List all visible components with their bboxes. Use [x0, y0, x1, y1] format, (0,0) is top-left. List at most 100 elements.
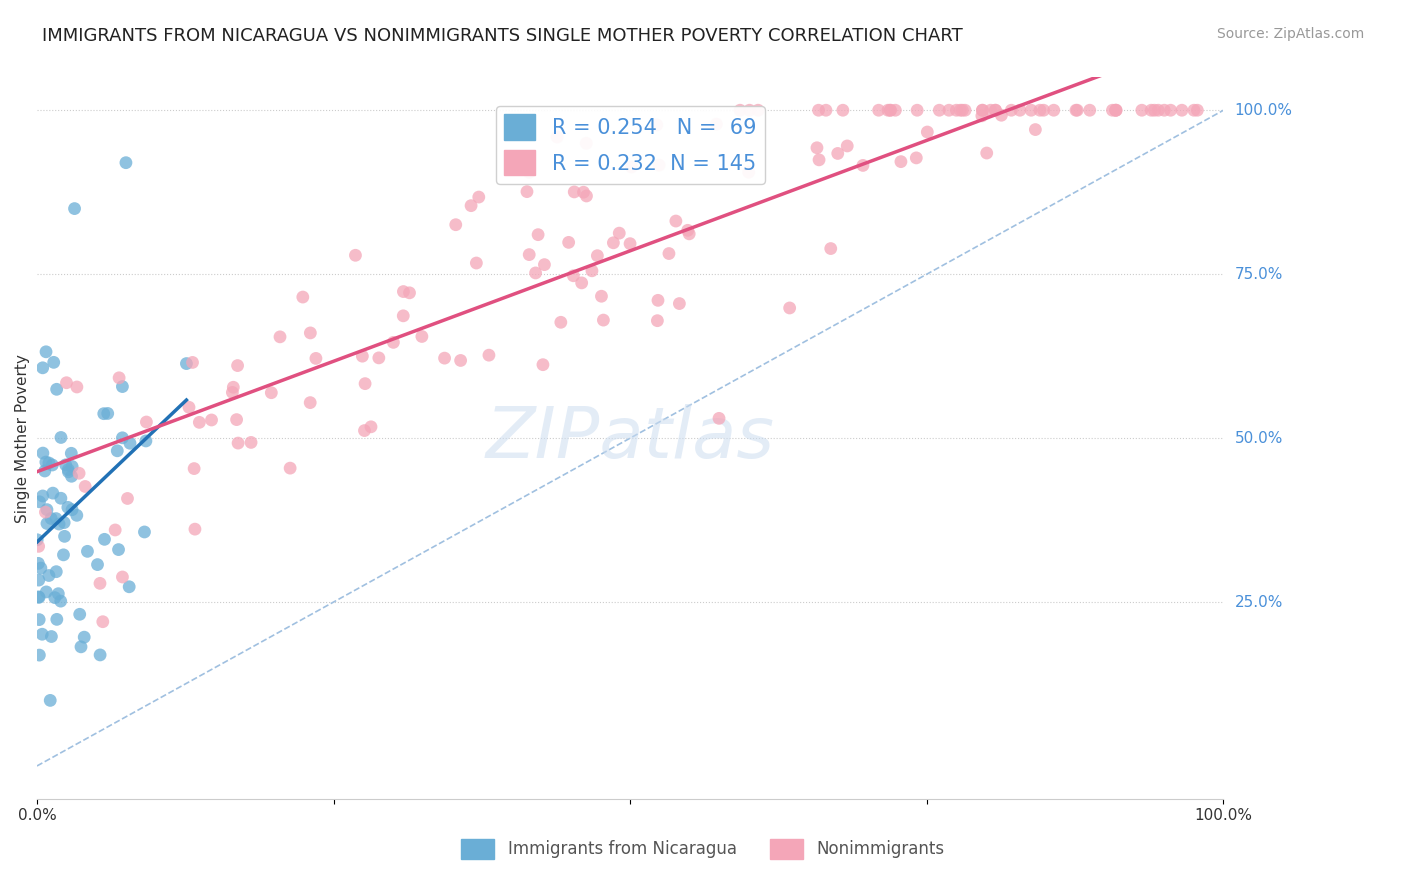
Point — [668, 296, 690, 310]
Point — [1019, 103, 1042, 118]
Point — [970, 109, 993, 123]
Point — [837, 139, 859, 153]
Point — [550, 315, 572, 329]
Point — [707, 411, 730, 425]
Point — [392, 285, 415, 299]
Point — [352, 349, 374, 363]
Point — [225, 412, 247, 426]
Point — [607, 226, 630, 240]
Point — [115, 155, 138, 169]
Point — [884, 103, 907, 118]
Point — [1078, 103, 1101, 118]
Point — [1171, 103, 1194, 118]
Point — [546, 130, 568, 145]
Point — [49, 594, 72, 608]
Point — [27, 539, 49, 553]
Point — [46, 587, 69, 601]
Point — [531, 358, 554, 372]
Point — [177, 401, 200, 415]
Point — [460, 199, 482, 213]
Point — [28, 573, 51, 587]
Point — [305, 351, 328, 366]
Point — [45, 511, 67, 525]
Point — [55, 458, 77, 472]
Point — [48, 516, 70, 531]
Point — [928, 103, 950, 118]
Point — [1153, 103, 1175, 118]
Point — [89, 648, 111, 662]
Point — [38, 568, 60, 582]
Point — [581, 264, 603, 278]
Point — [35, 585, 58, 599]
Point — [49, 430, 72, 444]
Point — [877, 103, 900, 118]
Point — [42, 486, 65, 500]
Point — [222, 380, 245, 394]
Point — [176, 357, 198, 371]
Point — [1101, 103, 1123, 118]
Point — [571, 276, 593, 290]
Point — [41, 630, 63, 644]
Point — [1000, 103, 1022, 118]
Point — [1029, 103, 1052, 118]
Point — [66, 380, 89, 394]
Point — [34, 464, 56, 478]
Point — [382, 335, 405, 350]
Point — [1147, 103, 1170, 118]
Point — [226, 436, 249, 450]
Point — [89, 576, 111, 591]
Point — [591, 289, 613, 303]
Point — [533, 258, 555, 272]
Point — [575, 136, 598, 151]
Point — [575, 189, 598, 203]
Point — [104, 523, 127, 537]
Point — [517, 165, 540, 179]
Point — [69, 607, 91, 622]
Point — [450, 353, 472, 368]
Point — [60, 469, 83, 483]
Point — [35, 502, 58, 516]
Point — [647, 314, 669, 328]
Point — [75, 479, 97, 493]
Point — [28, 613, 51, 627]
Point — [27, 590, 49, 604]
Text: ZIPatlas: ZIPatlas — [485, 403, 775, 473]
Point — [53, 529, 76, 543]
Point — [344, 248, 367, 262]
Point — [367, 351, 389, 365]
Point — [1066, 103, 1088, 118]
Point — [1140, 103, 1163, 118]
Point — [806, 141, 828, 155]
Point — [411, 329, 433, 343]
Point — [945, 103, 967, 118]
Point — [107, 542, 129, 557]
Point — [976, 146, 998, 161]
Point — [562, 185, 585, 199]
Point — [984, 103, 1007, 118]
Point — [117, 491, 139, 506]
Point — [737, 165, 759, 179]
Point — [1104, 103, 1126, 118]
Point — [984, 103, 1007, 118]
Point — [905, 103, 928, 118]
Point — [1160, 103, 1182, 118]
Point — [602, 235, 624, 250]
Point — [868, 103, 890, 118]
Point — [1032, 103, 1054, 118]
Point — [39, 693, 62, 707]
Point — [66, 508, 89, 523]
Point — [260, 385, 283, 400]
Point — [269, 330, 291, 344]
Point — [779, 301, 801, 315]
Point — [517, 247, 540, 261]
Point — [31, 627, 53, 641]
Point — [35, 455, 58, 469]
Point — [73, 630, 96, 644]
Point — [35, 344, 58, 359]
Point — [879, 103, 901, 118]
Point — [105, 443, 128, 458]
Point — [972, 103, 994, 118]
Text: 100.0%: 100.0% — [1234, 103, 1292, 118]
Point — [42, 355, 65, 369]
Point — [814, 103, 837, 118]
